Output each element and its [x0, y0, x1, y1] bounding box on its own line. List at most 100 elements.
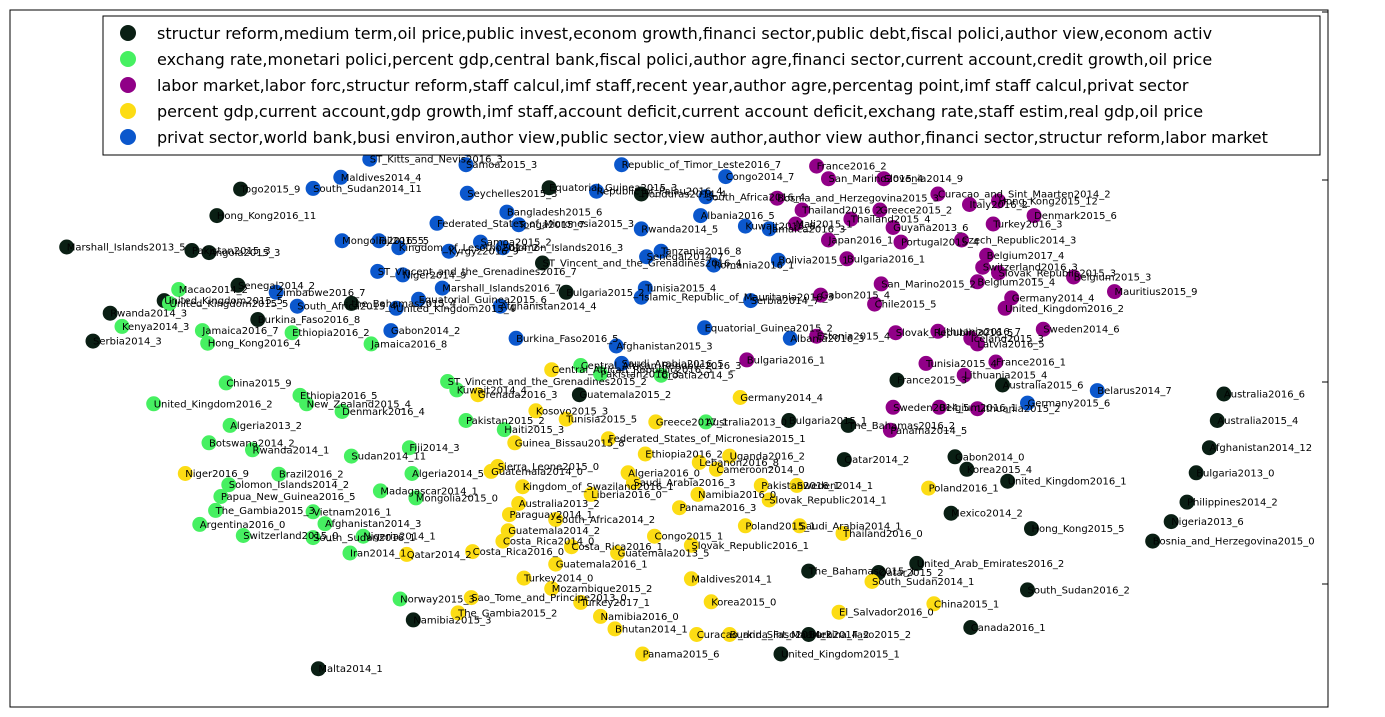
data-point — [683, 537, 699, 553]
data-point — [573, 594, 589, 610]
data-point — [1066, 269, 1082, 285]
point-label: United_Kingdom2016_1 — [1008, 477, 1127, 488]
point-label: Korea2015_4 — [967, 465, 1032, 476]
point-label: New_Zealand2015_4 — [307, 399, 411, 410]
point-label: Cameroon2014_0 — [716, 465, 804, 476]
point-label: Senegal2014_7 — [647, 252, 724, 263]
point-label: Latvia2016_5 — [977, 339, 1044, 350]
point-label: Kuwait2014_4 — [457, 385, 527, 396]
data-point — [511, 217, 527, 233]
point-label: San_Marino2015_4 — [829, 174, 924, 185]
point-label: Mongolia2015_0 — [416, 493, 498, 504]
point-label: Hong_Kong2016_4 — [208, 339, 301, 350]
point-label: South_Africa2015_4 — [297, 302, 396, 313]
point-label: Hong_Kong2016_11 — [217, 211, 316, 222]
data-point — [770, 252, 786, 268]
data-point — [528, 403, 544, 419]
data-point — [690, 486, 706, 502]
point-label: France2015_3 — [897, 376, 967, 387]
point-label: Paraguay2014_1 — [510, 510, 594, 521]
point-label: China2015_1 — [934, 599, 999, 610]
point-label: China2015_9 — [226, 378, 291, 389]
point-label: Marshall_Islands2016_7 — [442, 284, 561, 295]
data-point — [334, 404, 350, 419]
data-point — [761, 492, 777, 508]
point-label: Hong_Kong2015_5 — [1032, 524, 1125, 535]
point-label: Bhutan2014_1 — [615, 624, 688, 635]
point-label: The_Gambia2015_2 — [457, 608, 557, 619]
data-point — [607, 621, 623, 637]
point-label: Gabon2014_2 — [391, 326, 461, 337]
point-label: South_Sudan2016_1 — [313, 533, 415, 544]
legend-items: structur reform,medium term,oil price,pu… — [120, 24, 1268, 147]
point-label: Macao2014_2 — [179, 285, 248, 296]
point-label: Thailand2015_4 — [850, 215, 931, 226]
point-label: Lithuania2015_4 — [964, 371, 1047, 382]
legend-entry: privat sector,world bank,busi environ,au… — [157, 128, 1268, 147]
point-label: Marshall_Islands2013_5 — [67, 243, 186, 254]
data-point — [1188, 465, 1204, 481]
point-label: Afghanistan2014_12 — [1209, 443, 1312, 454]
data-point — [985, 216, 1001, 232]
data-point — [885, 399, 901, 415]
point-label: Saudi_Arabia2016_3 — [633, 478, 735, 489]
data-point — [184, 243, 200, 258]
data-point — [383, 323, 399, 339]
data-point — [888, 325, 904, 341]
point-label: Republic_of_Palau2016_4 — [597, 187, 723, 198]
data-point — [483, 463, 499, 479]
data-point — [991, 193, 1006, 209]
data-point — [1035, 321, 1051, 337]
data-point — [637, 446, 653, 462]
point-label: Ethiopia2016_5 — [300, 391, 378, 402]
data-point — [691, 454, 707, 470]
data-point — [801, 627, 817, 642]
point-label: Iceland2015_3 — [971, 334, 1044, 345]
data-point — [943, 505, 959, 521]
data-point — [395, 267, 411, 283]
data-point — [463, 590, 479, 606]
data-point — [343, 295, 359, 311]
data-point — [470, 387, 486, 403]
point-label: Guyana2013_6 — [893, 223, 968, 234]
point-label: Australia2016_6 — [1224, 390, 1305, 401]
point-label: United_Kingdom2015_5 — [170, 299, 289, 310]
point-label: Namibia2016_0 — [601, 612, 679, 623]
data-point — [372, 483, 388, 499]
point-label: Australia2013_0 — [706, 417, 787, 428]
data-point — [625, 475, 641, 491]
data-point — [689, 627, 705, 642]
point-label: Rwanda2014_1 — [253, 445, 330, 456]
data-point — [788, 216, 803, 232]
data-point — [698, 189, 714, 205]
point-label: Lithuania2015_2 — [977, 404, 1060, 415]
data-point — [873, 276, 889, 292]
point-label: Costa_Rica2016_0 — [473, 547, 565, 558]
data-point — [496, 422, 512, 438]
point-label: Switzerland2016_3 — [983, 263, 1078, 274]
data-point — [558, 284, 574, 300]
data-point — [909, 555, 925, 571]
point-label: Burkina_Faso2014_2 — [730, 630, 832, 641]
data-point — [458, 157, 474, 173]
point-label: Liberia2016_0 — [591, 490, 662, 501]
data-point — [310, 661, 326, 677]
data-point — [271, 466, 287, 482]
point-label: Nigeria2014_1 — [363, 532, 436, 543]
data-point — [737, 518, 753, 534]
data-point — [343, 448, 359, 464]
point-label: Thailand2016_2 — [801, 206, 882, 217]
point-label: Australia2013_2 — [519, 499, 600, 510]
data-point — [511, 496, 527, 511]
point-label: Thailand2016_0 — [842, 529, 923, 540]
data-point — [564, 539, 579, 555]
point-label: Belgium2017_4 — [987, 251, 1065, 262]
data-point — [639, 249, 655, 265]
point-label: Algeria2013_2 — [230, 421, 302, 432]
data-point — [876, 171, 892, 187]
data-point — [931, 399, 947, 415]
point-label: United_Kingdom2015_5 — [164, 296, 283, 307]
point-label: Turkey2016_3 — [992, 220, 1062, 231]
point-label: Romania2016_1 — [714, 261, 795, 272]
data-point — [535, 255, 550, 271]
